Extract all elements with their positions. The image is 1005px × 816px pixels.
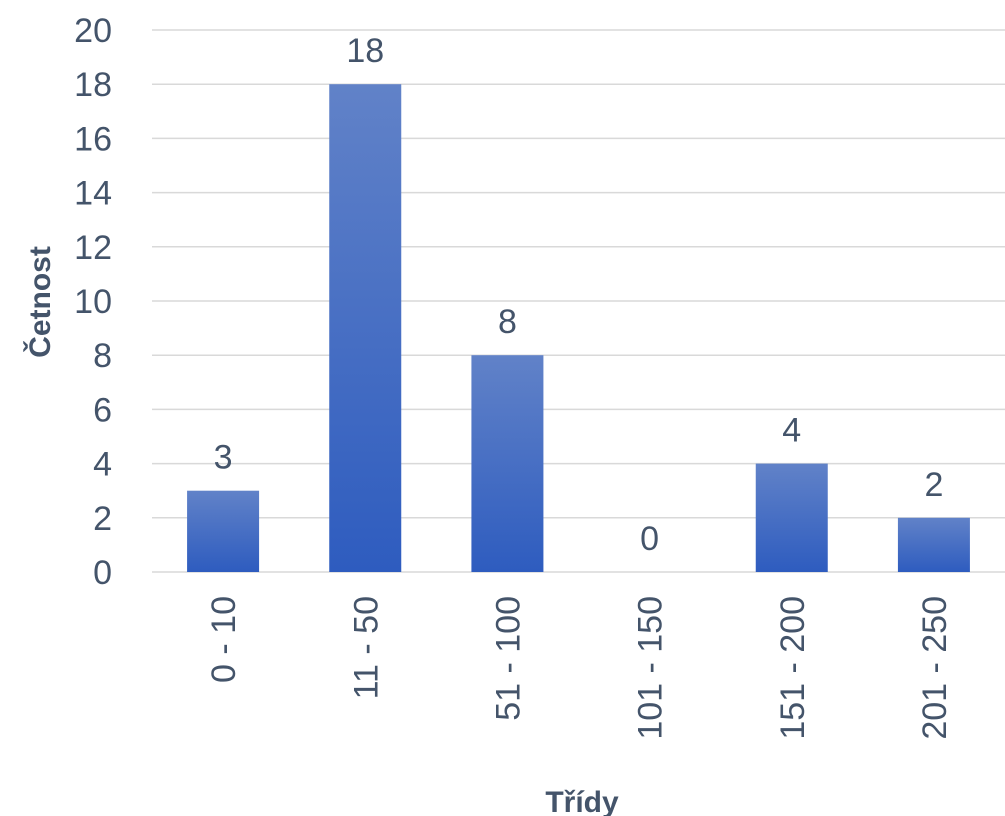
y-tick-label: 14 [74,175,112,213]
x-tick-label: 201 - 250 [916,596,954,740]
x-tick-label: 51 - 100 [489,596,527,721]
data-label: 0 [640,520,659,558]
data-labels: 3 18 8 0 4 2 [214,32,944,558]
x-tick-label: 151 - 200 [774,596,812,740]
y-tick-label: 6 [93,391,112,429]
x-axis-ticks: 0 - 10 11 - 50 51 - 100 101 - 150 151 - 200 2… [205,596,954,740]
y-tick-label: 18 [74,66,112,104]
y-tick-label: 20 [74,12,112,50]
bar [471,355,544,572]
y-axis-ticks: 0 2 4 6 8 10 12 14 16 18 20 [74,12,112,592]
y-tick-label: 8 [93,337,112,375]
data-label: 18 [346,32,384,70]
gridlines [152,29,1005,573]
y-axis-title: Četnost [23,246,57,358]
x-tick-label: 101 - 150 [632,596,670,740]
x-axis-title: Třídy [545,786,619,816]
y-tick-label: 16 [74,120,112,158]
bar [755,463,828,572]
bar [187,490,260,572]
y-tick-label: 10 [74,283,112,321]
y-tick-label: 0 [93,554,112,592]
bar [897,517,970,572]
data-label: 8 [498,303,517,341]
data-label: 3 [214,439,233,477]
x-tick-label: 11 - 50 [347,596,385,699]
y-tick-label: 2 [93,500,112,538]
bar [329,84,402,572]
data-label: 4 [782,412,801,450]
bars [187,84,970,572]
y-tick-label: 12 [74,229,112,267]
x-tick-label: 0 - 10 [205,596,243,683]
y-tick-label: 4 [93,446,112,484]
data-label: 2 [924,466,943,504]
